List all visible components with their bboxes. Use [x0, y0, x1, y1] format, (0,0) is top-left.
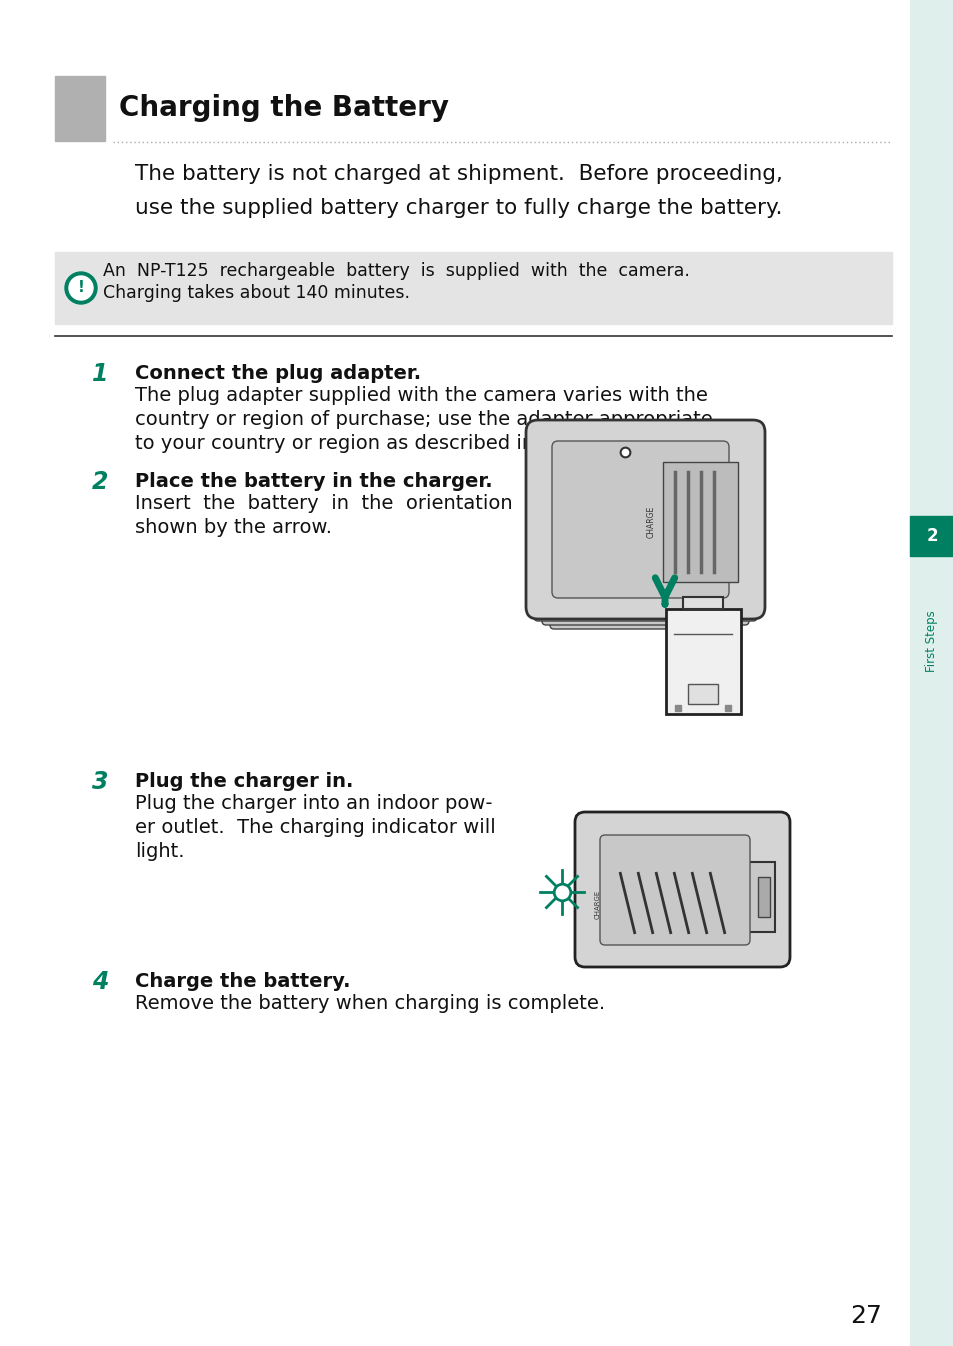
Bar — [744, 861, 774, 931]
Text: CHARGE: CHARGE — [595, 890, 600, 918]
Text: 3: 3 — [91, 770, 108, 794]
Text: 1: 1 — [91, 362, 108, 386]
Text: Place the battery in the charger.: Place the battery in the charger. — [135, 472, 492, 491]
Bar — [55, 75, 105, 141]
Text: 27: 27 — [849, 1304, 882, 1329]
Text: Connect the plug adapter.: Connect the plug adapter. — [135, 363, 420, 384]
Bar — [909, 516, 953, 556]
Text: Remove the battery when charging is complete.: Remove the battery when charging is comp… — [135, 993, 604, 1014]
Text: An  NP-T125  rechargeable  battery  is  supplied  with  the  camera.: An NP-T125 rechargeable battery is suppl… — [103, 262, 689, 280]
Text: er outlet.  The charging indicator will: er outlet. The charging indicator will — [135, 818, 496, 837]
Text: shown by the arrow.: shown by the arrow. — [135, 518, 332, 537]
Text: The plug adapter supplied with the camera varies with the: The plug adapter supplied with the camer… — [135, 386, 707, 405]
FancyBboxPatch shape — [525, 420, 764, 619]
Bar — [665, 608, 740, 713]
Bar — [662, 462, 738, 581]
FancyBboxPatch shape — [575, 812, 789, 966]
Text: 4: 4 — [91, 970, 108, 993]
Text: use the supplied battery charger to fully charge the battery.: use the supplied battery charger to full… — [135, 198, 781, 218]
Circle shape — [65, 272, 97, 304]
Text: Charging the Battery: Charging the Battery — [119, 94, 449, 122]
Bar — [758, 878, 769, 917]
Text: light.: light. — [135, 843, 184, 861]
Text: !: ! — [77, 280, 85, 295]
Bar — [55, 252, 891, 324]
Text: Charging takes about 140 minutes.: Charging takes about 140 minutes. — [103, 284, 410, 302]
Text: Plug the charger into an indoor pow-: Plug the charger into an indoor pow- — [135, 794, 492, 813]
Bar — [682, 598, 722, 608]
Text: 2: 2 — [925, 528, 937, 545]
Circle shape — [69, 276, 92, 300]
FancyBboxPatch shape — [599, 835, 749, 945]
Bar — [687, 684, 718, 704]
FancyBboxPatch shape — [550, 607, 740, 629]
Text: Insert  the  battery  in  the  orientation: Insert the battery in the orientation — [135, 494, 512, 513]
Text: Plug the charger in.: Plug the charger in. — [135, 773, 353, 791]
Text: CHARGE: CHARGE — [646, 506, 655, 538]
Text: The battery is not charged at shipment.  Before proceeding,: The battery is not charged at shipment. … — [135, 164, 782, 184]
Bar — [909, 0, 953, 1346]
Text: to your country or region as described in the enclosed notice.: to your country or region as described i… — [135, 433, 738, 454]
FancyBboxPatch shape — [534, 599, 757, 621]
Text: First Steps: First Steps — [924, 610, 938, 672]
FancyBboxPatch shape — [552, 441, 728, 598]
Text: country or region of purchase; use the adapter appropriate: country or region of purchase; use the a… — [135, 411, 712, 429]
Text: Charge the battery.: Charge the battery. — [135, 972, 350, 991]
Text: 2: 2 — [91, 470, 108, 494]
FancyBboxPatch shape — [541, 603, 748, 625]
